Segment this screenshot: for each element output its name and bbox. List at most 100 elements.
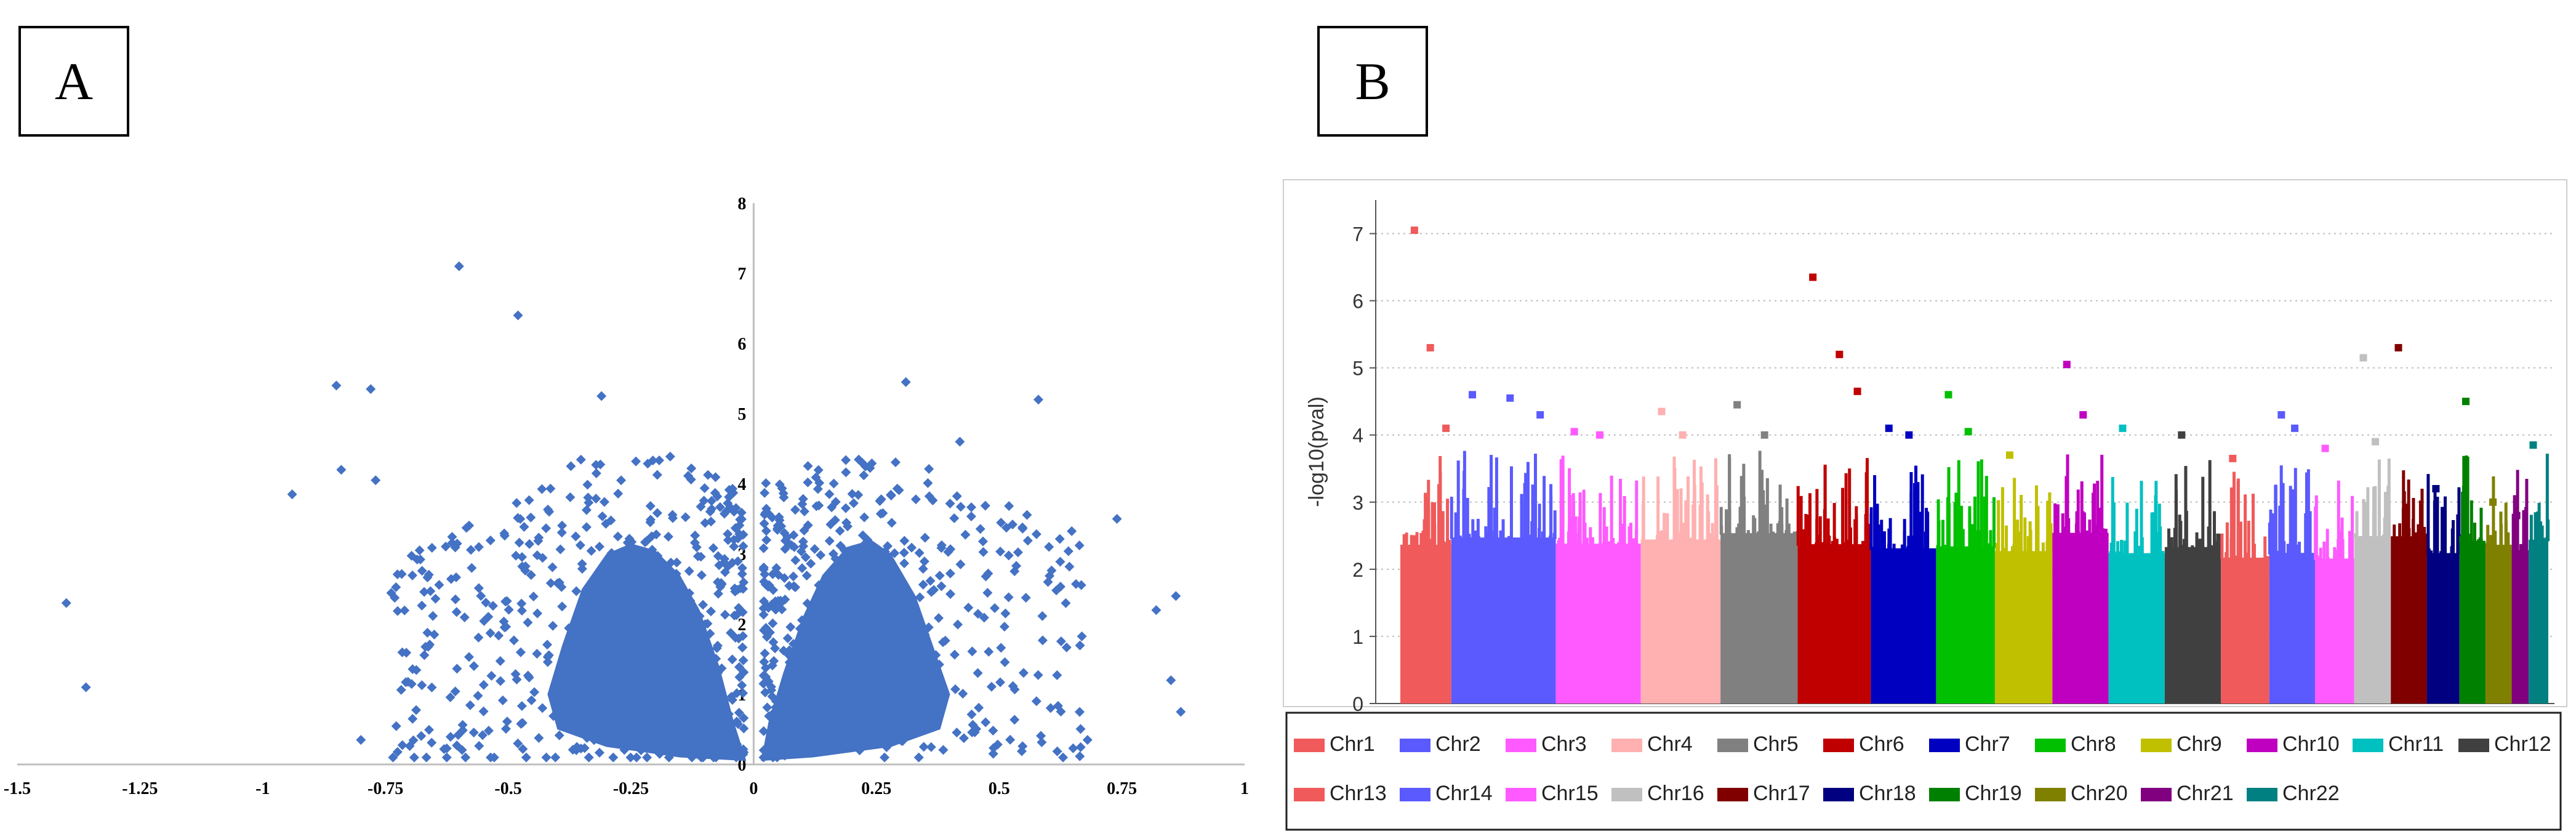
data-point <box>698 599 708 610</box>
snp-point <box>1443 543 1446 547</box>
snp-point <box>2436 497 2439 555</box>
legend-label: Chr11 <box>2388 732 2444 756</box>
y-tick-label: 5 <box>1352 358 1363 380</box>
chrom-points-chr3 <box>1557 455 1639 545</box>
data-point <box>768 569 778 579</box>
snp-point <box>1912 483 1916 550</box>
data-point <box>627 537 637 547</box>
data-point <box>495 656 505 666</box>
snp-point <box>2537 537 2541 542</box>
data-point <box>758 670 769 681</box>
top-hit-point <box>1885 424 1893 432</box>
snp-point <box>1973 496 1976 548</box>
data-point <box>696 694 707 704</box>
snp-point <box>1419 532 1423 547</box>
data-point <box>515 647 526 657</box>
data-point <box>760 487 770 498</box>
snp-point <box>2170 537 2173 549</box>
data-point <box>571 586 582 596</box>
data-point <box>421 752 431 763</box>
snp-point <box>2450 546 2454 555</box>
data-point <box>949 649 960 660</box>
data-point <box>591 468 601 478</box>
snp-point <box>1471 519 1475 539</box>
data-point <box>543 504 553 515</box>
top-hit-point <box>2372 438 2380 446</box>
snp-point <box>2353 533 2357 538</box>
snp-point <box>2229 487 2233 559</box>
data-point <box>766 727 776 737</box>
data-point <box>845 689 856 699</box>
data-point <box>392 747 403 757</box>
snp-point <box>1746 530 1750 535</box>
y-tick-label: 0 <box>1352 693 1363 715</box>
data-point <box>589 617 600 627</box>
data-point <box>716 579 727 590</box>
data-point <box>782 532 793 542</box>
snp-point <box>2473 523 2476 543</box>
data-point <box>857 648 868 659</box>
data-point <box>1009 566 1020 577</box>
snp-point <box>2218 534 2221 549</box>
data-point <box>819 663 829 673</box>
data-point <box>523 617 533 628</box>
data-point <box>665 451 675 462</box>
data-point <box>863 686 873 697</box>
snp-point <box>1529 534 1533 539</box>
legend-swatch <box>1823 788 1854 801</box>
snp-point <box>2372 525 2376 538</box>
legend-swatch <box>2141 739 2172 752</box>
data-point <box>617 611 628 622</box>
snp-point <box>1634 530 1638 545</box>
snp-point <box>1431 518 1435 547</box>
snp-point <box>2047 518 2051 553</box>
data-point <box>915 592 925 603</box>
data-point <box>845 600 855 611</box>
snp-point <box>2181 545 2185 549</box>
data-point <box>708 742 718 752</box>
data-point <box>417 680 427 691</box>
data-point <box>889 593 899 603</box>
snp-point <box>1957 460 1960 548</box>
data-point <box>526 512 536 523</box>
data-point <box>652 551 663 561</box>
data-point <box>739 577 749 588</box>
data-point <box>730 633 740 643</box>
data-point <box>696 752 707 763</box>
snp-point <box>1458 535 1462 539</box>
data-point <box>830 591 840 602</box>
snp-point <box>1679 531 1682 542</box>
data-point <box>696 502 706 512</box>
snp-point <box>1792 531 1796 535</box>
snp-point <box>2506 532 2510 547</box>
snp-point <box>1968 506 1972 548</box>
data-point <box>824 591 834 602</box>
data-point <box>832 738 842 748</box>
data-point <box>894 702 904 713</box>
snp-point <box>1989 530 1992 548</box>
data-point-outlier <box>81 682 91 692</box>
data-point <box>624 659 634 670</box>
data-point <box>548 711 559 721</box>
data-point-outlier <box>371 475 381 486</box>
data-point <box>663 531 673 542</box>
snp-point <box>2003 547 2007 553</box>
data-point <box>925 575 936 586</box>
snp-point <box>2457 487 2461 555</box>
data-point <box>889 548 900 558</box>
data-point <box>534 732 544 743</box>
data-point <box>646 531 657 542</box>
data-point <box>520 561 531 571</box>
data-point <box>427 737 437 748</box>
data-point <box>447 538 457 548</box>
snp-point <box>1509 466 1513 539</box>
data-point <box>532 550 542 561</box>
data-point <box>892 483 902 494</box>
data-point <box>800 678 811 689</box>
data-point <box>680 683 690 694</box>
snp-point <box>2238 550 2242 559</box>
data-point <box>785 676 795 686</box>
snp-point <box>2383 492 2387 538</box>
snp-point <box>1501 519 1505 539</box>
snp-point <box>1909 492 1913 550</box>
